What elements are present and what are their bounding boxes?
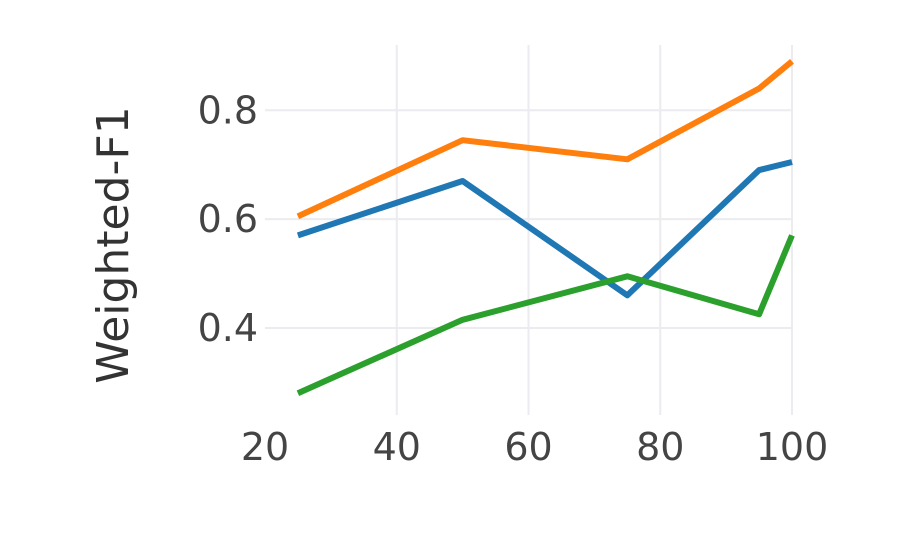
x-gridlines (395, 45, 793, 415)
y-tick-labels: 0.4 0.6 0.8 (198, 88, 258, 350)
x-tick-labels: 20 40 60 80 100 (241, 425, 828, 469)
y-tick-label: 0.8 (198, 88, 258, 132)
y-tick-label: 0.6 (198, 197, 258, 241)
x-tick-label: 80 (636, 425, 684, 469)
y-axis-title: Weighted-F1 (88, 106, 139, 383)
series-line-1 (296, 159, 793, 299)
series-line-3 (296, 234, 795, 396)
x-tick-label: 40 (373, 425, 421, 469)
series-line-2 (296, 58, 794, 220)
x-tick-label: 60 (504, 425, 552, 469)
y-tick-label: 0.4 (198, 306, 258, 350)
x-tick-label: 20 (241, 425, 289, 469)
series-lines (296, 58, 795, 396)
x-tick-label: 100 (756, 425, 829, 469)
